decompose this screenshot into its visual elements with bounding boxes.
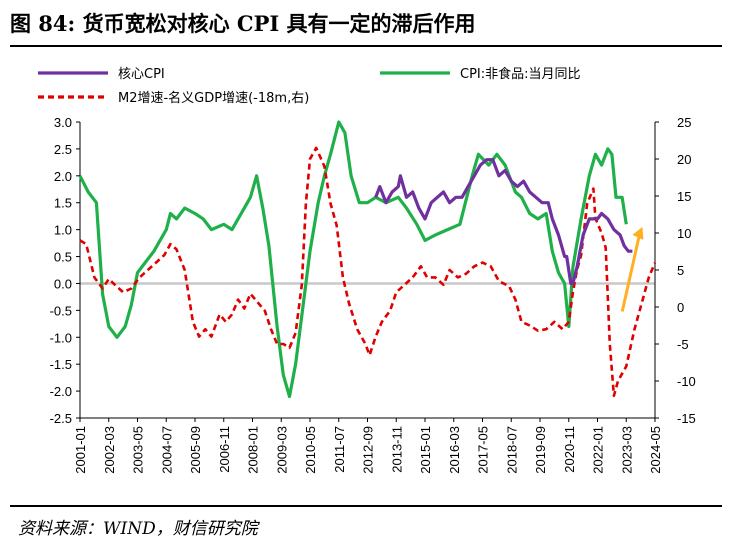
left-tick-label: 0.5 [54,250,72,265]
x-tick-label: 2019-09 [533,426,548,474]
legend-label: M2增速-名义GDP增速(-18m,右) [118,90,309,106]
x-tick-label: 2006-11 [217,426,232,473]
left-tick-label: 2.5 [54,142,72,157]
left-tick-label: 0.0 [54,276,72,291]
trend-arrow [620,226,644,312]
legend-label: CPI:非食品:当月同比 [460,66,581,82]
legend-cpi-nonfood: CPI:非食品:当月同比 [380,66,581,82]
x-tick-label: 2017-05 [476,426,491,474]
legend-core-cpi: 核心CPI [38,67,165,82]
left-tick-label: -1.0 [50,330,72,345]
legend-m2-gap: M2增速-名义GDP增速(-18m,右) [38,90,309,106]
right-tick-label: -5 [677,337,689,352]
title-rule [10,45,722,47]
x-tick-label: 2020-11 [562,426,577,473]
x-tick-label: 2001-01 [73,426,88,474]
left-tick-label: 2.0 [54,169,72,184]
x-tick-label: 2015-01 [418,426,433,474]
legend-label: 核心CPI [118,67,165,82]
x-tick-label: 2010-05 [303,426,318,474]
x-tick-label: 2011-07 [332,426,347,473]
x-tick-label: 2024-05 [648,426,663,474]
x-tick-label: 2009-03 [274,426,289,474]
x-tick-label: 2013-11 [389,426,404,473]
x-tick-label: 2005-09 [188,426,203,474]
x-tick-label: 2022-01 [591,426,606,474]
x-tick-label: 2008-01 [246,426,261,474]
right-tick-label: 10 [677,226,691,241]
x-tick-label: 2016-03 [447,426,462,474]
right-tick-label: 15 [677,189,691,204]
x-tick-label: 2004-07 [159,426,174,474]
left-tick-label: -0.5 [50,303,72,318]
right-tick-label: 20 [677,152,691,167]
left-tick-label: -2.0 [50,384,72,399]
left-tick-label: 1.5 [54,196,72,211]
source-rule [10,505,722,507]
x-tick-label: 2003-05 [131,426,146,474]
x-tick-label: 2012-09 [361,426,376,474]
x-tick-label: 2018-07 [504,426,519,474]
cpi-nonfood-line [78,120,628,399]
left-tick-label: 1.0 [54,223,72,238]
figure-title: 图 84: 货币宽松对核心 CPI 具有一定的滞后作用 [10,11,476,36]
right-tick-label: -10 [677,374,696,389]
x-tick-label: 2023-03 [619,426,634,474]
right-tick-label: 0 [677,300,684,315]
left-tick-label: -2.5 [50,411,72,426]
left-tick-label: -1.5 [50,357,72,372]
right-tick-label: 25 [677,115,691,130]
core-cpi-line [374,158,633,286]
right-tick-label: 5 [677,263,684,278]
right-tick-label: -15 [677,411,696,426]
x-tick-label: 2002-03 [102,426,117,474]
source-note: 资料来源：WIND，财信研究院 [18,519,258,539]
left-tick-label: 3.0 [54,115,72,130]
